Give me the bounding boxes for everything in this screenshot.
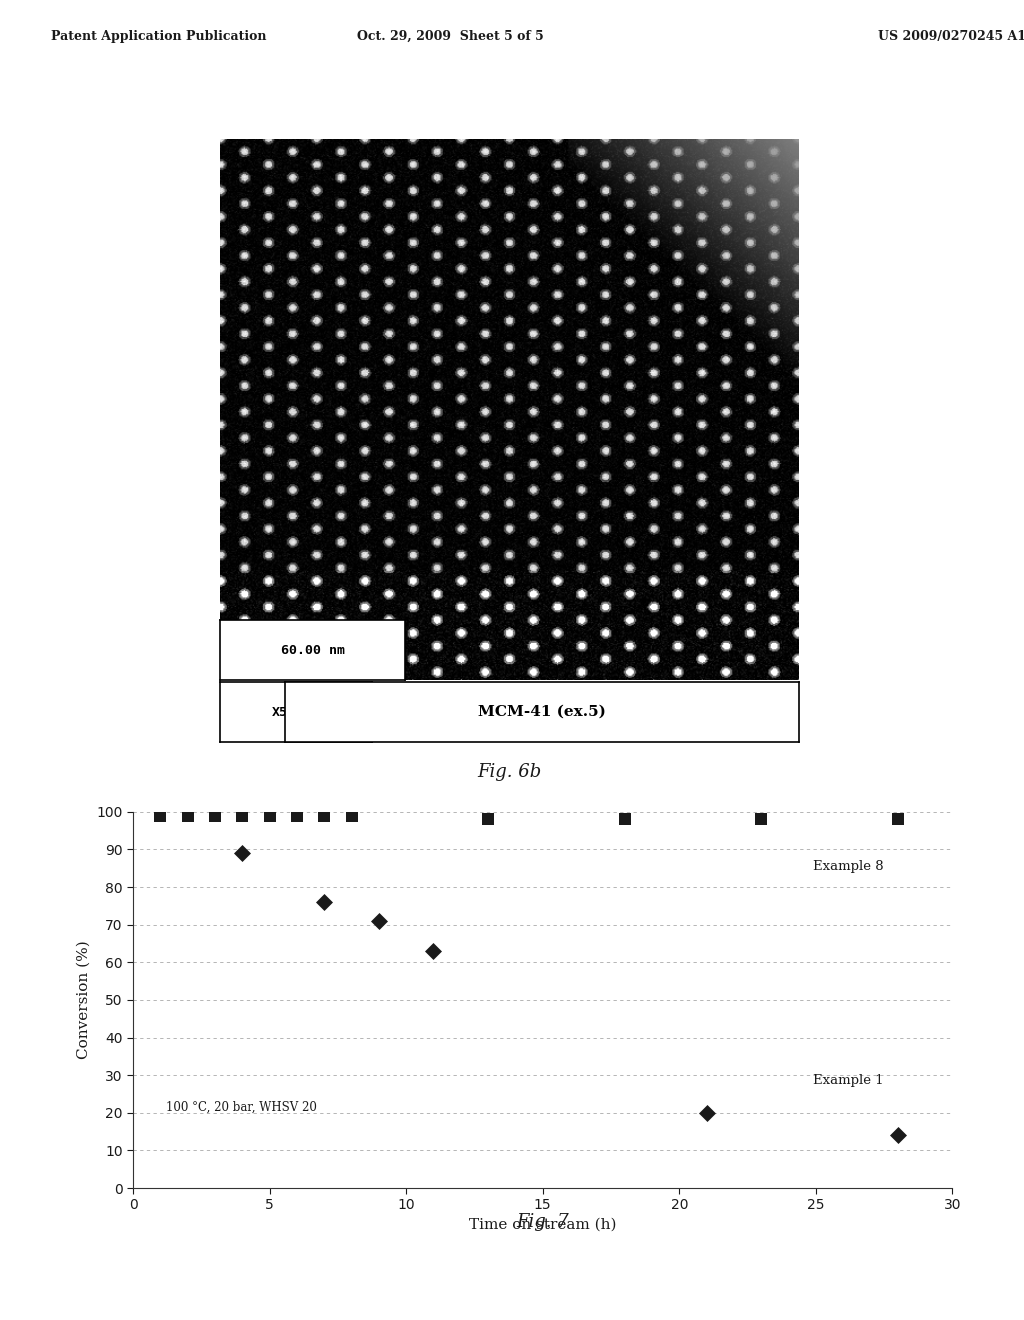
Point (289, 805, 305, 826)
Text: US 2009/0270245 A1: US 2009/0270245 A1 (879, 30, 1024, 42)
Text: 100 °C, 20 bar, WHSV 20: 100 °C, 20 bar, WHSV 20 (166, 1101, 316, 1114)
Y-axis label: Conversion (%): Conversion (%) (77, 941, 91, 1059)
Text: Fig. 7: Fig. 7 (516, 1213, 569, 1232)
Point (890, 1125, 906, 1146)
Point (616, 809, 633, 830)
Point (316, 805, 333, 826)
Text: MCM-41 (ex.5): MCM-41 (ex.5) (478, 705, 606, 719)
Point (207, 805, 223, 826)
Point (316, 891, 333, 912)
Point (890, 809, 906, 830)
Text: Example 1: Example 1 (813, 1074, 884, 1088)
Point (234, 842, 251, 863)
Point (480, 809, 497, 830)
Text: Fig. 6b: Fig. 6b (477, 763, 542, 781)
Text: Oct. 29, 2009  Sheet 5 of 5: Oct. 29, 2009 Sheet 5 of 5 (357, 30, 544, 42)
Point (698, 1102, 715, 1123)
Point (425, 940, 441, 961)
Text: Patent Application Publication: Patent Application Publication (51, 30, 266, 42)
Point (153, 805, 169, 826)
X-axis label: Time on stream (h): Time on stream (h) (469, 1218, 616, 1232)
Text: X57000: X57000 (272, 706, 321, 718)
Point (371, 911, 387, 932)
Point (261, 805, 278, 826)
Text: 60.00 nm: 60.00 nm (281, 644, 345, 656)
Point (753, 809, 769, 830)
Point (179, 805, 196, 826)
Point (234, 805, 251, 826)
Text: Example 8: Example 8 (813, 859, 884, 873)
Point (343, 805, 359, 826)
